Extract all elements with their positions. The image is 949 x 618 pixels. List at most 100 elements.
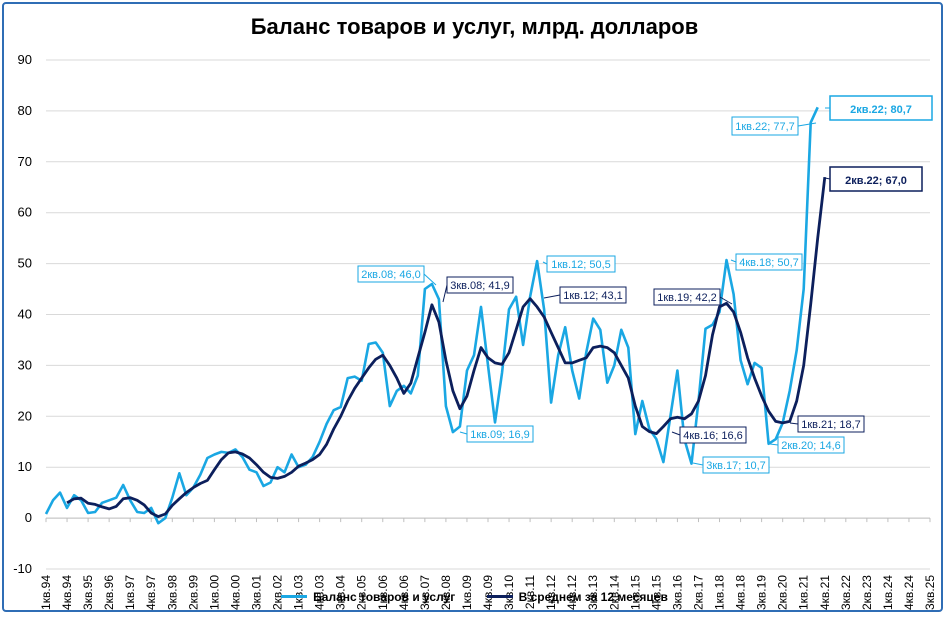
gridlines (46, 59, 930, 570)
annotation-label: 3кв.17; 10,7 (706, 460, 766, 472)
legend-item-balance: Баланс товаров и услуг (281, 590, 455, 604)
x-axis: 1кв.94 4кв.94 3кв.95 2кв.96 1кв.97 4кв.97 3кв.… (39, 518, 937, 610)
x-tick-label: 4кв.94 (60, 575, 74, 610)
x-tick-label: 1кв.18 (713, 575, 727, 610)
annotation-label: 1кв.22; 77,7 (735, 121, 795, 133)
legend-swatch-balance (281, 595, 308, 598)
x-tick-label: 4кв.06 (397, 575, 411, 610)
annotation-label: 2кв.22; 67,0 (845, 175, 907, 187)
y-tick-label: -10 (13, 561, 32, 576)
x-tick-label: 1кв.09 (460, 575, 474, 610)
annotation-leader (824, 177, 831, 180)
x-tick-label: 2кв.02 (271, 575, 285, 610)
annotation-leader (542, 261, 548, 265)
x-tick-label: 3кв.98 (165, 575, 179, 610)
annotation-box (702, 456, 770, 474)
annotation-leader (423, 273, 437, 286)
annotation-leader (769, 443, 779, 446)
y-tick-label: 40 (18, 307, 32, 322)
x-tick-label: 2кв.20 (776, 575, 790, 610)
legend: Баланс товаров и услуг В среднем за 12 м… (0, 587, 949, 604)
x-tick-label: 4кв.18 (734, 575, 748, 610)
y-axis: -10 0 10 20 30 40 50 60 70 80 90 (13, 52, 32, 576)
annotation-box (446, 276, 514, 294)
x-tick-label: 4кв.21 (818, 575, 832, 610)
x-tick-label: 4кв.12 (565, 575, 579, 610)
x-tick-label: 2кв.17 (691, 575, 705, 610)
x-tick-label: 4кв.15 (649, 575, 663, 610)
annotation-leader (797, 122, 817, 127)
y-tick-label: 80 (18, 103, 32, 118)
x-tick-label: 1кв.21 (797, 575, 811, 610)
y-tick-label: 50 (18, 256, 32, 271)
x-tick-label: 1кв.15 (628, 575, 642, 610)
annotation-label: 4кв.16; 16,6 (683, 430, 743, 442)
legend-swatch-average (486, 595, 513, 598)
annotation-label: 1кв.21; 18,7 (801, 419, 861, 431)
annotation-leader (719, 296, 733, 305)
x-tick-label: 2кв.14 (607, 575, 621, 610)
annotation-box (653, 288, 721, 306)
annotation-leader (692, 462, 704, 466)
y-tick-label: 10 (18, 459, 32, 474)
x-tick-label: 4кв.00 (228, 575, 242, 610)
x-tick-label: 3кв.16 (670, 575, 684, 610)
annotation-box (777, 436, 845, 454)
legend-label-average: В среднем за 12 месяцев (518, 589, 668, 604)
x-tick-label: 2кв.08 (439, 575, 453, 610)
annotation-leader (789, 422, 799, 425)
annotation-label: 2кв.08; 46,0 (361, 269, 421, 281)
annotation-label: 1кв.12; 43,1 (563, 290, 623, 302)
annotation-leader (459, 431, 468, 435)
annotation-box (679, 426, 747, 444)
annotation-box (829, 166, 923, 192)
x-tick-label: 3кв.19 (755, 575, 769, 610)
y-tick-label: 20 (18, 408, 32, 423)
annotation-box (546, 255, 616, 273)
y-tick-label: 0 (25, 510, 32, 525)
y-tick-label: 70 (18, 154, 32, 169)
x-tick-label: 4кв.24 (902, 575, 916, 610)
annotation-box (357, 265, 425, 283)
x-tick-label: 3кв.95 (81, 575, 95, 610)
x-tick-label: 1кв.94 (39, 575, 53, 610)
x-tick-label: 3кв.25 (923, 575, 937, 610)
annotation-box (829, 95, 933, 121)
x-tick-label: 1кв.24 (881, 575, 895, 610)
annotation-leader (442, 284, 448, 303)
annotations: 2кв.08; 46,0 3кв.08; 41,9 1кв.09; 16,9 1кв.… (357, 95, 933, 474)
annotation-leader (671, 431, 681, 436)
x-tick-label: 4кв.03 (313, 575, 327, 610)
series-line-balance (44, 106, 819, 525)
x-tick-label: 3кв.22 (839, 575, 853, 610)
y-tick-label: 60 (18, 205, 32, 220)
x-tick-label: 1кв.00 (207, 575, 221, 610)
x-tick-label: 1кв.06 (376, 575, 390, 610)
x-tick-label: 1кв.03 (292, 575, 306, 610)
annotation-box (731, 116, 799, 136)
chart-frame (2, 2, 943, 612)
annotation-label: 1кв.09; 16,9 (470, 429, 530, 441)
annotation-box (797, 415, 865, 433)
x-tick-label: 2кв.99 (186, 575, 200, 610)
annotation-box (559, 286, 627, 304)
x-tick-label: 3кв.13 (586, 575, 600, 610)
annotation-label: 2кв.22; 80,7 (850, 104, 912, 116)
series-lines (44, 106, 827, 525)
x-tick-label: 4кв.09 (481, 575, 495, 610)
y-tick-label: 90 (18, 52, 32, 67)
annotation-label: 1кв.19; 42,2 (657, 292, 717, 304)
series-line-average (66, 176, 827, 518)
annotation-label: 2кв.20; 14,6 (781, 440, 841, 452)
x-tick-label: 2кв.96 (102, 575, 116, 610)
annotation-label: 1кв.12; 50,5 (551, 259, 611, 271)
y-tick-label: 30 (18, 357, 32, 372)
x-tick-label: 1кв.12 (544, 575, 558, 610)
x-tick-label: 3кв.01 (249, 575, 263, 610)
annotation-leader (730, 259, 737, 263)
x-tick-label: 1кв.97 (123, 575, 137, 610)
x-tick-label: 3кв.07 (418, 575, 432, 610)
annotation-leader (543, 294, 561, 299)
legend-item-average: В среднем за 12 месяцев (486, 589, 668, 604)
